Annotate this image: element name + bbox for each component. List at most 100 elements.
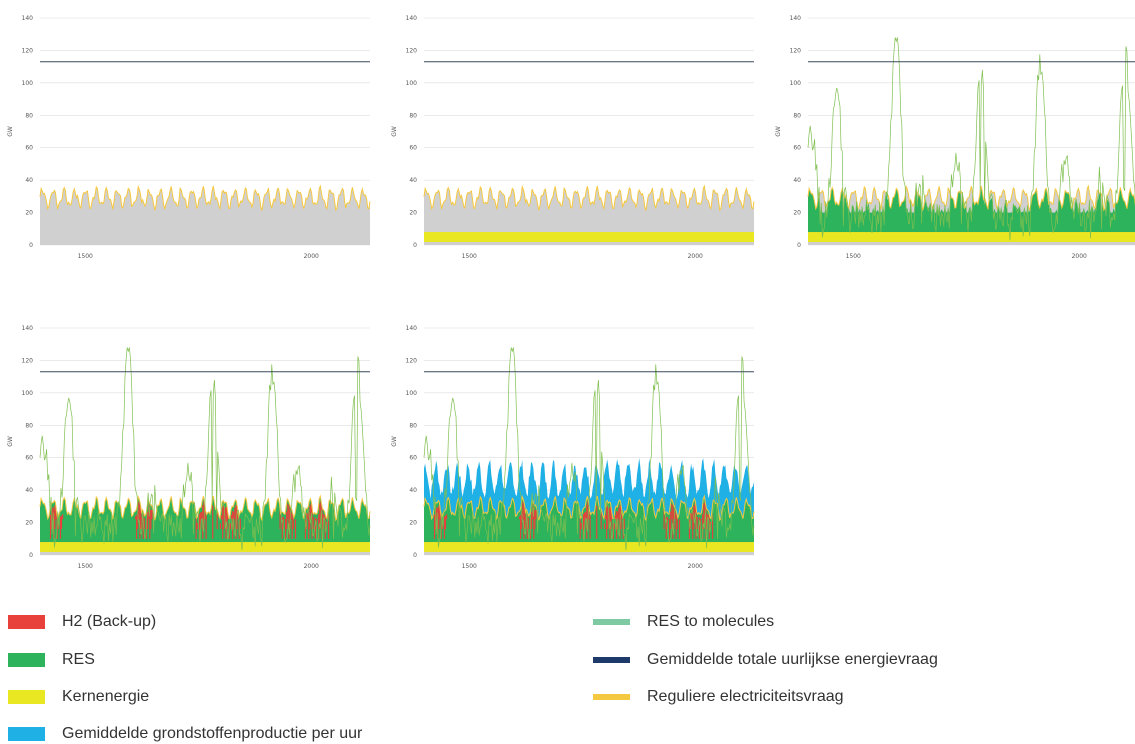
series-bar-h2 bbox=[679, 519, 680, 538]
y-tick-label: 60 bbox=[409, 455, 417, 462]
y-axis-label: GW bbox=[391, 436, 398, 447]
y-tick-label: 100 bbox=[406, 80, 418, 87]
series-bar-h2 bbox=[135, 517, 136, 520]
series-bar-h2 bbox=[293, 518, 294, 529]
y-axis-label: GW bbox=[7, 436, 14, 447]
y-tick-label: 20 bbox=[409, 210, 417, 217]
y-tick-label: 20 bbox=[25, 210, 33, 217]
y-tick-label: 0 bbox=[29, 552, 33, 559]
base-strip bbox=[424, 552, 754, 555]
series-bar-h2 bbox=[590, 516, 591, 539]
series-bar-h2 bbox=[701, 519, 702, 520]
series-bar-h2 bbox=[618, 508, 619, 520]
legend-swatch-h2 bbox=[8, 615, 45, 629]
legend-label-total-demand: Gemiddelde totale uurlijkse energievraag bbox=[647, 651, 938, 669]
legend-label-res-to-molecules: RES to molecules bbox=[647, 613, 774, 631]
y-tick-label: 120 bbox=[790, 47, 802, 54]
series-bar-h2 bbox=[605, 515, 606, 519]
series-bar-h2 bbox=[624, 519, 625, 529]
series-bar-h2 bbox=[519, 517, 520, 520]
y-tick-label: 80 bbox=[409, 112, 417, 119]
y-tick-label: 40 bbox=[409, 177, 417, 184]
series-bar-h2 bbox=[230, 523, 231, 529]
series-bar-h2 bbox=[534, 510, 535, 529]
y-tick-label: 20 bbox=[793, 210, 801, 217]
series-bar-h2 bbox=[292, 514, 293, 539]
legend-label-res: RES bbox=[62, 651, 95, 669]
x-tick-label: 2000 bbox=[304, 253, 319, 260]
y-tick-label: 140 bbox=[790, 15, 802, 22]
legend-swatch-res-to-molecules bbox=[593, 619, 630, 625]
series-bar-h2 bbox=[531, 512, 532, 529]
base-strip bbox=[40, 242, 370, 245]
series-bar-h2 bbox=[222, 506, 223, 538]
series-bar-h2 bbox=[676, 514, 677, 539]
series-bar-h2 bbox=[520, 515, 521, 539]
x-tick-label: 2000 bbox=[688, 253, 703, 260]
y-tick-label: 60 bbox=[793, 145, 801, 152]
base-strip bbox=[808, 242, 1135, 245]
series-bar-h2 bbox=[138, 502, 139, 520]
series-bar-h2 bbox=[581, 523, 582, 529]
y-tick-label: 0 bbox=[29, 242, 33, 249]
y-axis-label: GW bbox=[7, 126, 14, 137]
x-tick-label: 1500 bbox=[462, 253, 477, 260]
series-bar-h2 bbox=[206, 516, 207, 539]
legend-item-res-to-molecules: RES to molecules bbox=[593, 612, 774, 632]
legend-label-feedstock: Gemiddelde grondstoffenproductie per uur bbox=[62, 725, 362, 743]
y-tick-label: 40 bbox=[25, 177, 33, 184]
legend-swatch-nuclear bbox=[8, 690, 45, 704]
y-tick-label: 20 bbox=[25, 520, 33, 527]
series-bar-h2 bbox=[446, 514, 447, 519]
y-tick-label: 40 bbox=[25, 487, 33, 494]
y-tick-label: 80 bbox=[25, 112, 33, 119]
y-tick-label: 140 bbox=[406, 15, 418, 22]
series-bar-h2 bbox=[434, 515, 435, 539]
y-tick-label: 80 bbox=[25, 422, 33, 429]
legend-item-h2: H2 (Back-up) bbox=[8, 612, 156, 632]
series-bar-h2 bbox=[601, 513, 602, 529]
series-bar-h2 bbox=[438, 505, 439, 529]
legend-label-h2: H2 (Back-up) bbox=[62, 613, 156, 631]
y-tick-label: 60 bbox=[25, 455, 33, 462]
series-bar-h2 bbox=[50, 515, 51, 539]
y-tick-label: 120 bbox=[22, 357, 34, 364]
legend-item-total-demand: Gemiddelde totale uurlijkse energievraag bbox=[593, 650, 938, 670]
y-tick-label: 140 bbox=[22, 15, 34, 22]
y-tick-label: 0 bbox=[413, 242, 417, 249]
series-bar-h2 bbox=[61, 516, 62, 529]
series-bar-h2 bbox=[697, 517, 698, 529]
series-bar-h2 bbox=[444, 517, 445, 539]
series-bar-h2 bbox=[240, 519, 241, 529]
y-tick-label: 80 bbox=[793, 112, 801, 119]
legend-swatch-total-demand bbox=[593, 657, 630, 663]
series-bar-h2 bbox=[285, 519, 286, 539]
series-bar-h2 bbox=[284, 519, 285, 520]
series-bar-h2 bbox=[286, 512, 287, 530]
y-tick-label: 120 bbox=[22, 47, 34, 54]
y-tick-label: 0 bbox=[413, 552, 417, 559]
y-tick-label: 100 bbox=[790, 80, 802, 87]
series-bar-h2 bbox=[522, 502, 523, 520]
base-strip bbox=[40, 552, 370, 555]
series-bar-h2 bbox=[535, 510, 536, 520]
y-axis-label: GW bbox=[775, 126, 782, 137]
y-tick-label: 120 bbox=[406, 357, 418, 364]
series-bar-h2 bbox=[287, 504, 288, 520]
series-bar-h2 bbox=[212, 506, 213, 539]
series-bar-h2 bbox=[596, 506, 597, 539]
y-tick-label: 40 bbox=[793, 177, 801, 184]
y-tick-label: 0 bbox=[797, 242, 801, 249]
series-bar-h2 bbox=[677, 518, 678, 529]
legend-label-nuclear: Kernenergie bbox=[62, 688, 149, 706]
series-bar-h2 bbox=[221, 515, 222, 519]
legend: H2 (Back-up) RES Kernenergie Gemiddelde … bbox=[0, 600, 1135, 742]
